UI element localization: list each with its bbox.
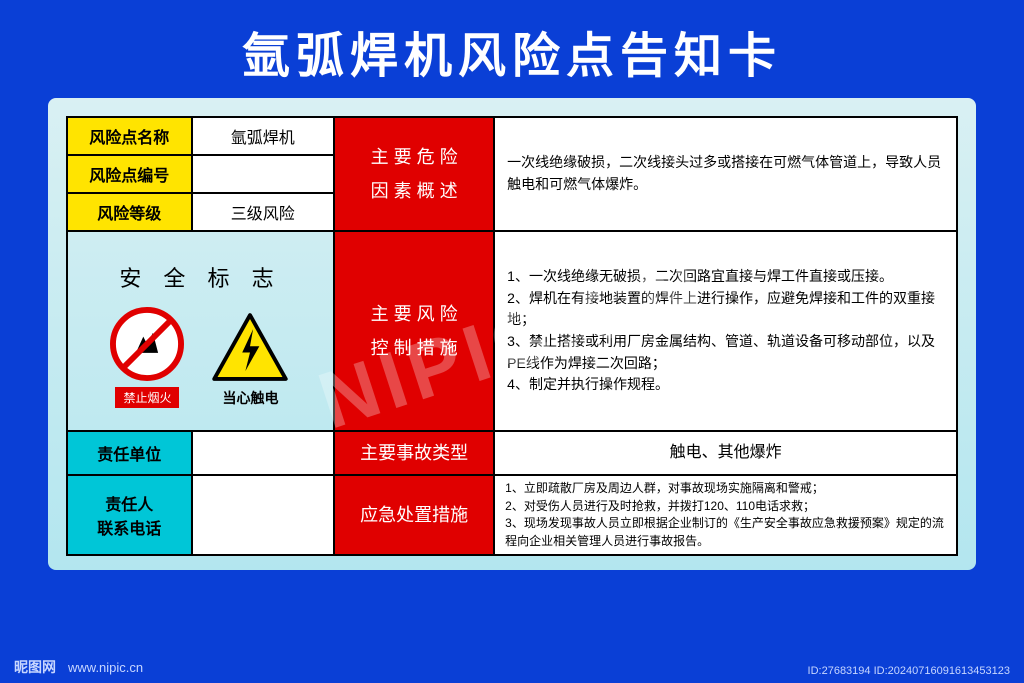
control-label: 主 要 风 险 控 制 措 施 xyxy=(334,231,494,431)
emergency-label: 应急处置措施 xyxy=(334,475,494,555)
page-title: 氩弧焊机风险点告知卡 xyxy=(0,0,1024,98)
footer-meta: ID:27683194 ID:20240716091613453123 xyxy=(808,665,1010,677)
no-fire-icon xyxy=(110,307,184,381)
risk-table: 风险点名称 氩弧焊机 主 要 危 险 因 素 概 述 一次线绝缘破损，二次线接头… xyxy=(66,116,958,556)
no-fire-label: 禁止烟火 xyxy=(115,387,179,408)
caution-electric-icon xyxy=(210,312,290,382)
footer-url: www.nipic.cn xyxy=(68,660,143,675)
level-label: 风险等级 xyxy=(67,193,192,231)
no-fire-sign: 禁止烟火 xyxy=(110,307,184,408)
accident-label: 主要事故类型 xyxy=(334,431,494,475)
hazard-text: 一次线绝缘破损，二次线接头过多或搭接在可燃气体管道上，导致人员触电和可燃气体爆炸… xyxy=(494,117,957,231)
safety-heading: 安 全 标 志 xyxy=(74,261,327,293)
accident-value: 触电、其他爆炸 xyxy=(494,431,957,475)
control-text: 1、一次线绝缘无破损，二次回路宜直接与焊工件直接或压接。 2、焊机在有接地装置的… xyxy=(494,231,957,431)
caution-electric-label: 当心触电 xyxy=(222,388,278,408)
name-label: 风险点名称 xyxy=(67,117,192,155)
footer-logo: 昵图网 xyxy=(14,657,56,677)
hazard-label: 主 要 危 险 因 素 概 述 xyxy=(334,117,494,231)
contact-label: 责任人 联系电话 xyxy=(67,475,192,555)
level-value: 三级风险 xyxy=(192,193,334,231)
contact-value xyxy=(192,475,334,555)
id-value xyxy=(192,155,334,193)
safety-signs-cell: 安 全 标 志 禁止烟火 当心触电 xyxy=(67,231,334,431)
unit-label: 责任单位 xyxy=(67,431,192,475)
risk-card: 风险点名称 氩弧焊机 主 要 危 险 因 素 概 述 一次线绝缘破损，二次线接头… xyxy=(48,98,976,570)
footer: 昵图网 www.nipic.cn xyxy=(14,657,143,677)
unit-value xyxy=(192,431,334,475)
id-label: 风险点编号 xyxy=(67,155,192,193)
caution-electric-sign: 当心触电 xyxy=(210,312,290,408)
name-value: 氩弧焊机 xyxy=(192,117,334,155)
emergency-text: 1、立即疏散厂房及周边人群，对事故现场实施隔离和警戒； 2、对受伤人员进行及时抢… xyxy=(494,475,957,555)
